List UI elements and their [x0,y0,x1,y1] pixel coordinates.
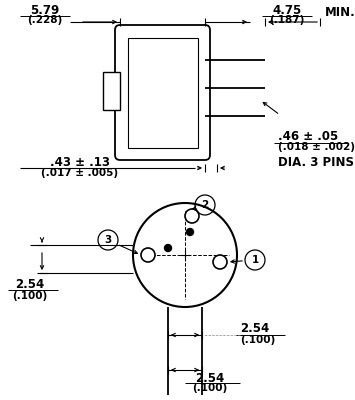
Text: 2.54: 2.54 [240,322,269,336]
Text: 3: 3 [104,235,111,245]
Text: MIN.: MIN. [325,6,355,18]
Text: (.100): (.100) [12,291,48,301]
Text: (.100): (.100) [240,335,275,345]
Bar [103,72,120,110]
Text: DIA. 3 PINS: DIA. 3 PINS [278,156,354,170]
Circle shape [141,248,155,262]
Circle shape [213,255,227,269]
Circle shape [185,209,199,223]
FancyBboxPatch shape [115,25,210,160]
Text: (.187): (.187) [269,15,305,25]
Text: (.018 ± .002): (.018 ± .002) [278,142,355,152]
Text: .46 ± .05: .46 ± .05 [278,130,338,144]
Circle shape [186,228,193,236]
Text: 2.54: 2.54 [195,372,225,384]
Text: 5.79: 5.79 [31,4,60,16]
Text: (.100): (.100) [192,383,228,393]
Text: .43 ± .13: .43 ± .13 [50,156,110,170]
Text: (.228): (.228) [27,15,62,25]
Text: 4.75: 4.75 [272,4,302,16]
Circle shape [164,244,171,252]
Bar [128,38,198,148]
Text: 2: 2 [201,200,209,210]
Text: (.017 ± .005): (.017 ± .005) [42,168,119,178]
Text: 2.54: 2.54 [15,278,45,292]
Text: 1: 1 [251,255,259,265]
